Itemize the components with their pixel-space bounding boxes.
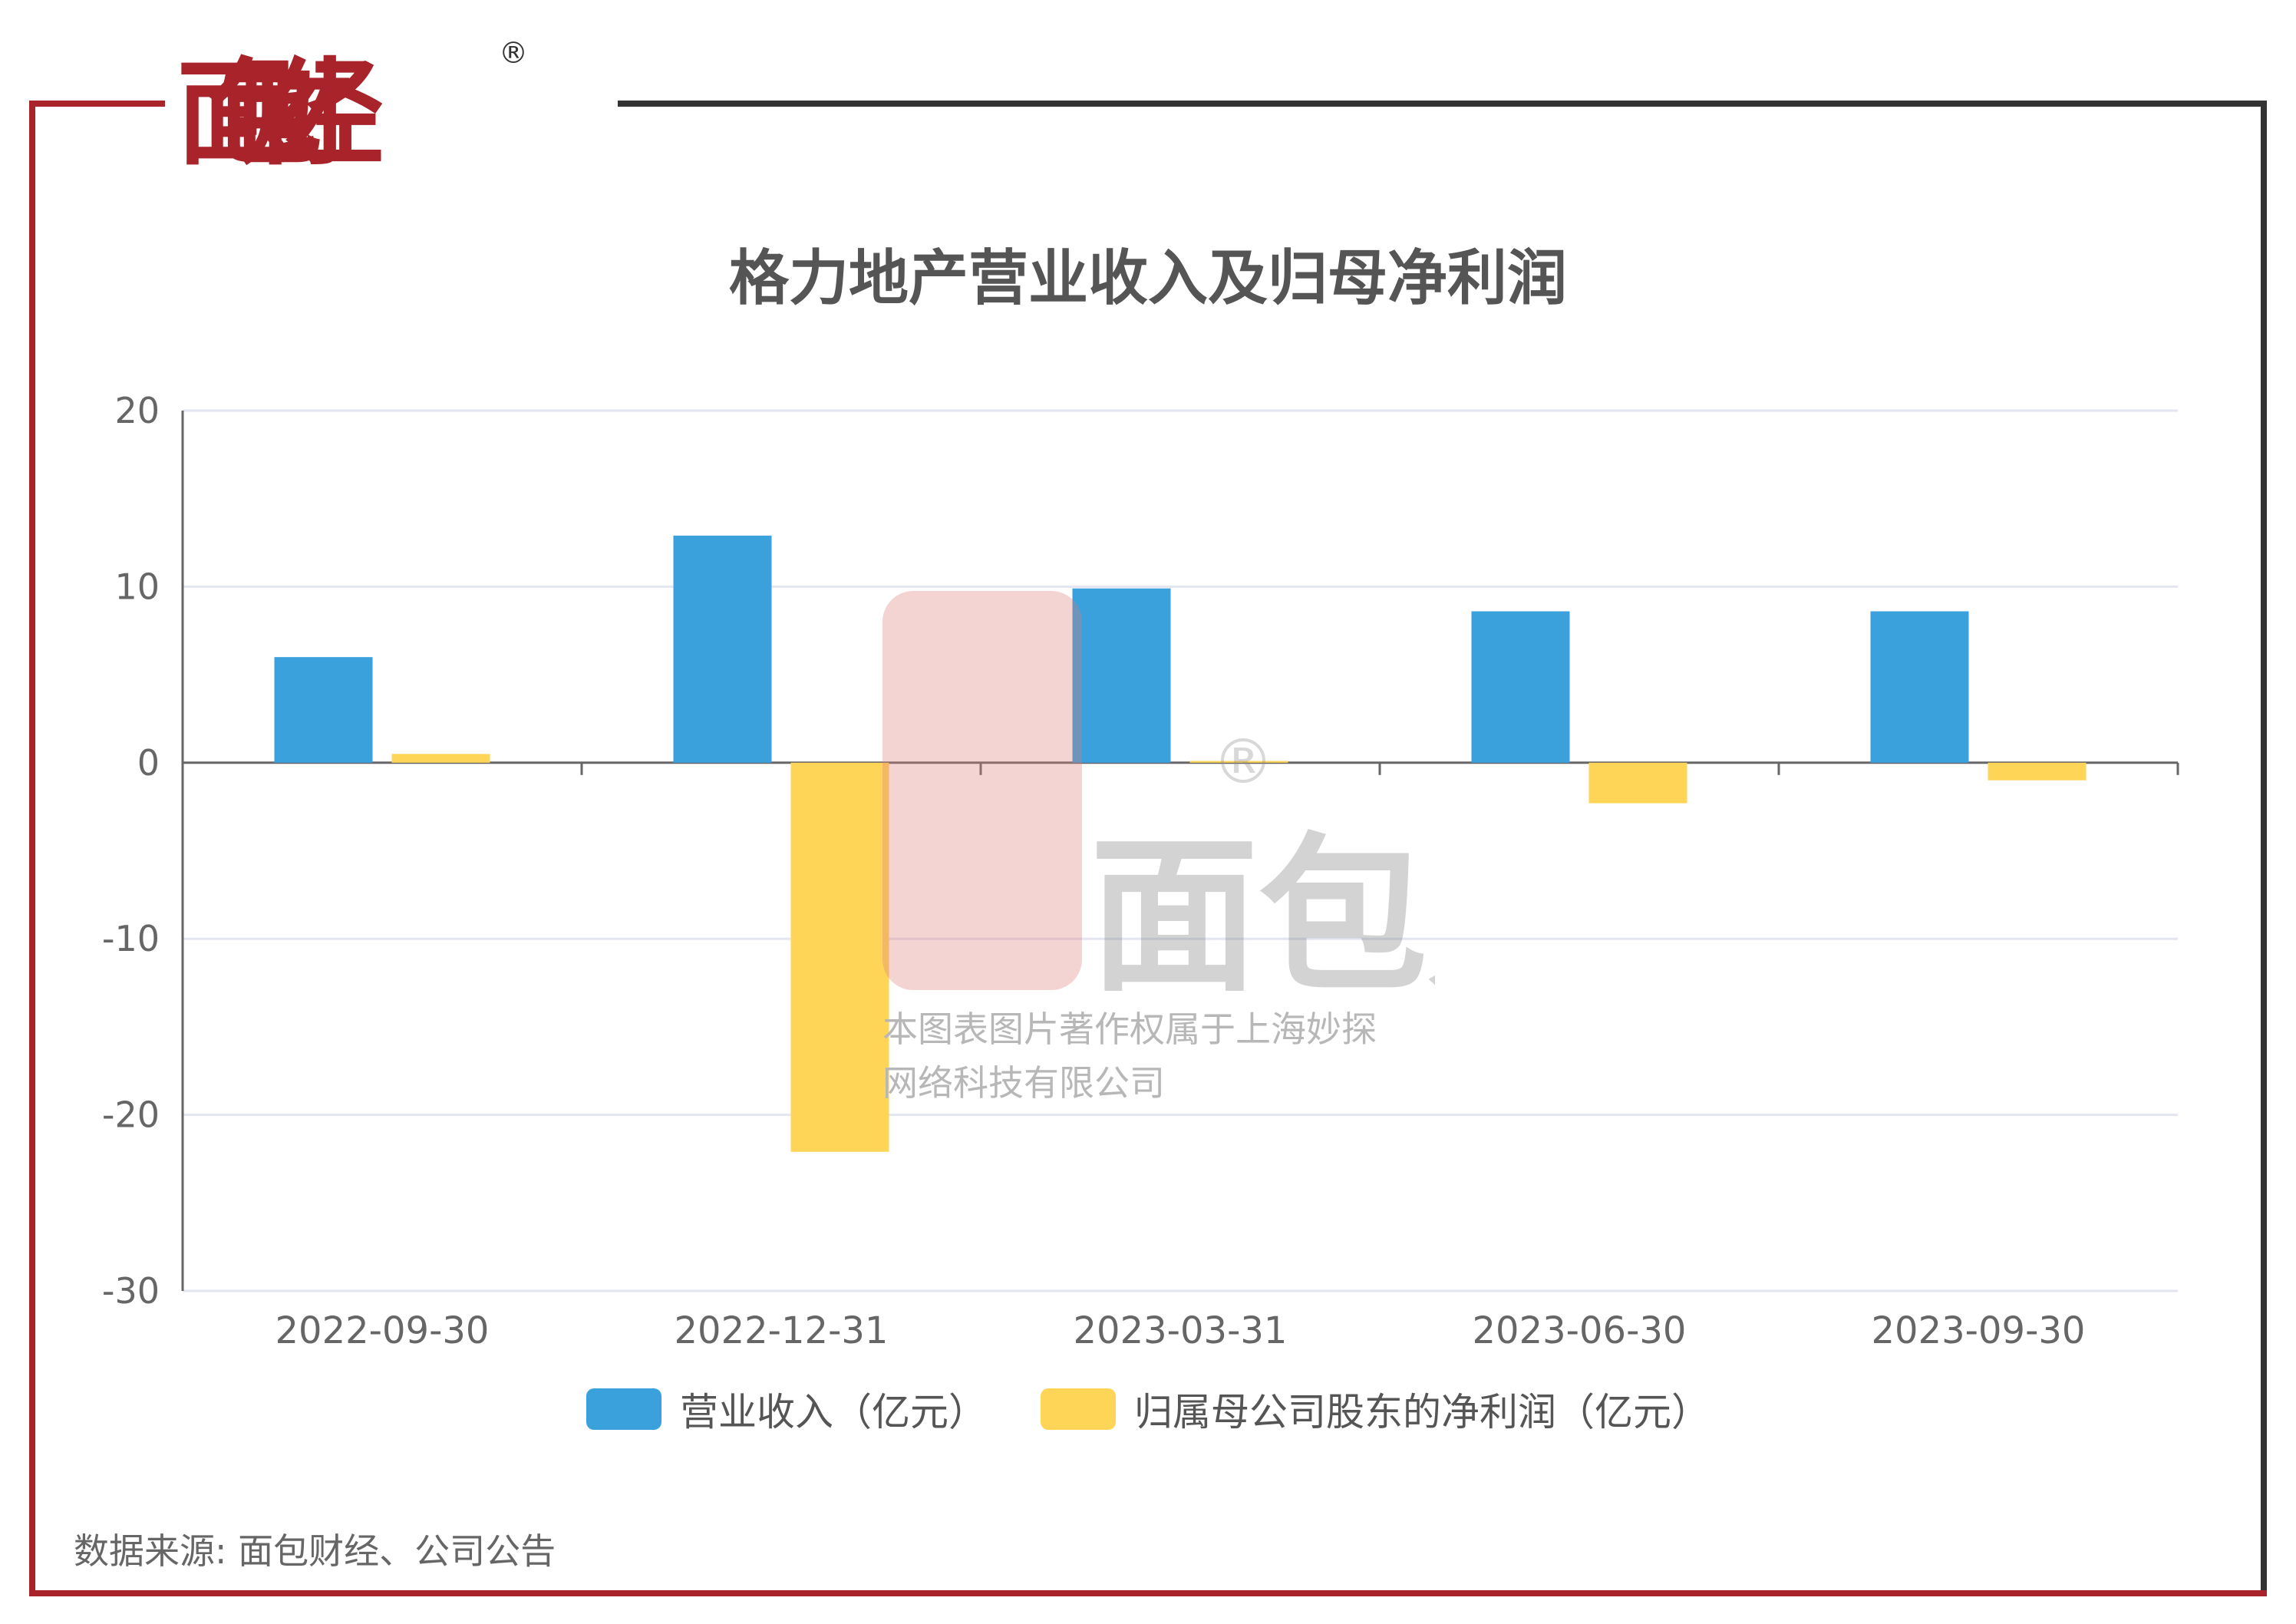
y-tick-label: -20 bbox=[102, 1094, 160, 1136]
bar-revenue bbox=[673, 535, 772, 763]
bar-revenue bbox=[274, 657, 373, 763]
x-tick-label: 2022-12-31 bbox=[675, 1309, 889, 1352]
registered-mark: ® bbox=[499, 36, 528, 70]
data-source: 数据来源: 面包财经、公司公告 bbox=[74, 1530, 556, 1572]
bar-revenue bbox=[1870, 611, 1969, 763]
legend-label-net-profit: 归属母公司股东的净利润（亿元） bbox=[1134, 1390, 1710, 1434]
x-tick-label: 2023-09-30 bbox=[1872, 1309, 2086, 1352]
x-tick-label: 2022-09-30 bbox=[275, 1309, 490, 1352]
legend-label-revenue: 营业收入（亿元） bbox=[680, 1390, 987, 1434]
y-tick-label: -10 bbox=[102, 918, 160, 959]
y-tick-label: 0 bbox=[137, 742, 160, 784]
y-tick-label: 10 bbox=[114, 566, 160, 607]
bar-net-profit bbox=[1588, 762, 1687, 804]
legend-item-net-profit[interactable]: 归属母公司股东的净利润（亿元） bbox=[1041, 1381, 1710, 1437]
chart-legend: 营业收入（亿元） 归属母公司股东的净利润（亿元） bbox=[0, 1381, 2296, 1437]
chart-title: 格力地产营业收入及归母净利润 bbox=[728, 244, 1567, 313]
legend-swatch-revenue bbox=[586, 1388, 661, 1430]
brand-logo: ® 面包财经 bbox=[176, 31, 606, 181]
legend-item-revenue[interactable]: 营业收入（亿元） bbox=[586, 1381, 987, 1437]
bar-net-profit bbox=[1189, 761, 1288, 763]
x-tick-label: 2023-03-31 bbox=[1074, 1309, 1288, 1352]
bar-revenue bbox=[1072, 588, 1171, 763]
bar-revenue bbox=[1471, 611, 1570, 763]
bar-net-profit bbox=[1988, 762, 2087, 781]
watermark-line-1: 本图表图片著作权属于上海妙探 bbox=[882, 1008, 1377, 1050]
x-tick-label: 2023-06-30 bbox=[1473, 1309, 1687, 1352]
y-tick-label: -30 bbox=[102, 1270, 160, 1312]
logo-text: 面包财经 bbox=[176, 48, 384, 169]
legend-swatch-net-profit bbox=[1041, 1388, 1116, 1430]
watermark-line-2: 网络科技有限公司 bbox=[882, 1062, 1165, 1104]
watermark-registered-mark: ® bbox=[1212, 726, 1274, 797]
y-tick-label: 20 bbox=[114, 390, 160, 431]
watermark-logo-text: 面包财经 bbox=[1090, 818, 1435, 1015]
bar-net-profit bbox=[790, 762, 889, 1152]
bar-net-profit bbox=[391, 754, 490, 763]
